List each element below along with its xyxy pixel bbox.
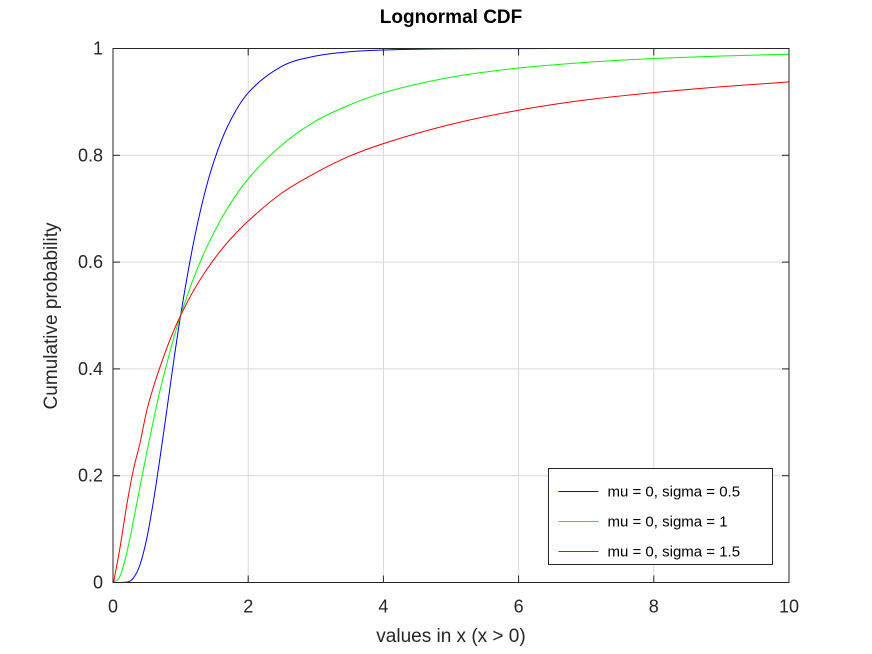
y-tick-label: 0.8 [78,145,103,165]
chart-title: Lognormal CDF [380,7,523,28]
legend-label-2: mu = 0, sigma = 1 [608,514,728,531]
y-tick-label: 0.6 [78,252,103,272]
x-tick-label: 10 [779,597,799,617]
y-tick-label: 1 [93,39,103,59]
x-tick-label: 4 [378,597,388,617]
x-tick-label: 0 [108,597,118,617]
legend-label-3: mu = 0, sigma = 1.5 [608,544,741,561]
plot-area-border [112,48,790,583]
x-tick-label: 6 [514,597,524,617]
y-axis-label: Cumulative probability [41,222,62,409]
y-tick-label: 0.4 [78,359,103,379]
y-tick-label: 0 [93,573,103,593]
y-tick-label: 0.2 [78,466,103,486]
legend: mu = 0, sigma = 0.5 mu = 0, sigma = 1 mu =… [548,468,773,565]
x-axis-label: values in x (x > 0) [376,626,525,647]
ticks: 0 2 4 6 8 10 0 0.2 0.4 0.6 0.8 1 [78,39,799,617]
grid [113,48,789,583]
legend-label-1: mu = 0, sigma = 0.5 [608,484,741,501]
series-line-2 [113,53,790,583]
legend-box [548,468,773,565]
x-tick-label: 2 [243,597,253,617]
x-tick-label: 8 [649,597,659,617]
series-line-3 [113,81,790,583]
